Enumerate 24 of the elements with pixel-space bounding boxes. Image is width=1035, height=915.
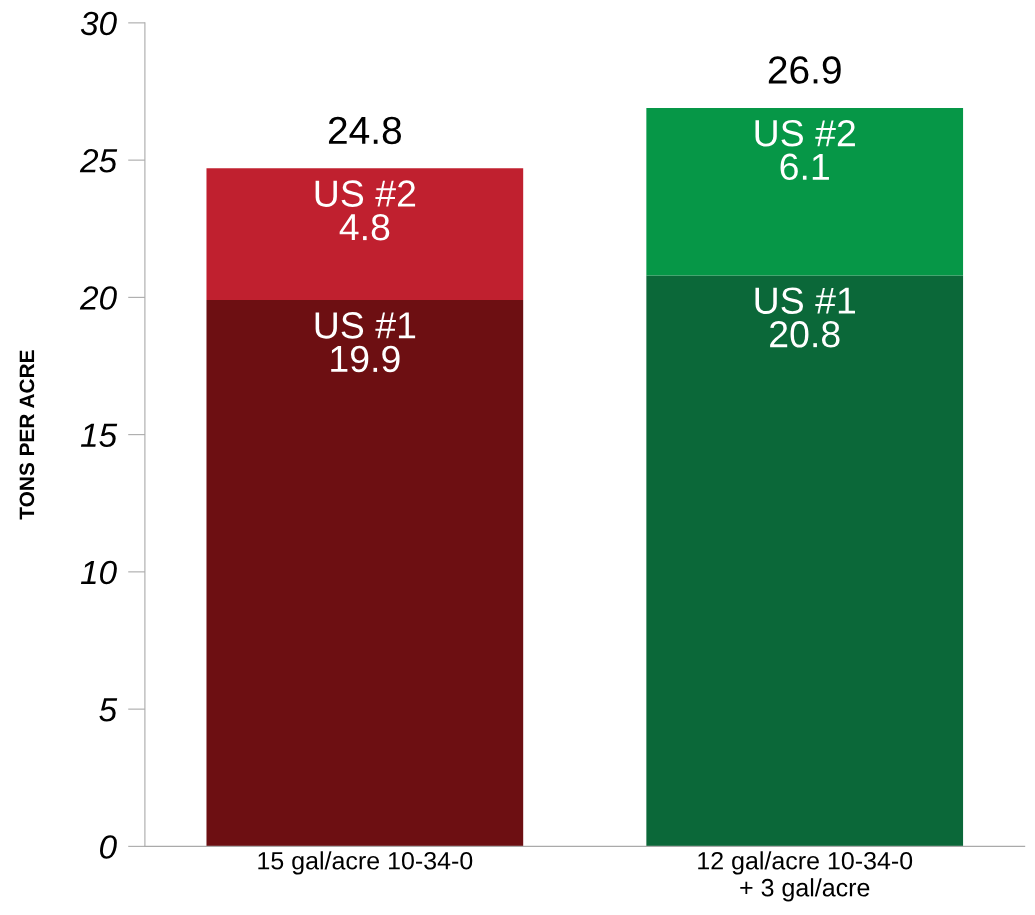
x-tick-label: 12 gal/acre 10-34-0 + 3 gal/acre (698, 851, 913, 902)
text: US #2 (755, 119, 855, 147)
series-label: US #2 (315, 180, 416, 207)
total-label: 24.8 (328, 116, 401, 145)
y-axis-title: TONS PER ACRE (19, 350, 35, 520)
data-label: 6.1 (780, 153, 829, 181)
y-tick-label: 0 (100, 835, 117, 859)
bar (646, 107, 964, 276)
data-label: 20.8 (770, 320, 840, 348)
bar (646, 275, 964, 847)
data-label: 19.9 (331, 345, 400, 373)
x-tick-label: 15 gal/acre 10-34-0 (258, 851, 473, 875)
bar (206, 168, 524, 301)
bar (206, 300, 524, 847)
y-tick-label: 25 (79, 148, 118, 173)
series-label: US #1 (315, 312, 416, 339)
y-tick-label: 10 (80, 560, 117, 585)
y-tick-label: 15 (80, 423, 118, 448)
y-tick-label: 20 (79, 286, 117, 310)
data-label: 4.8 (339, 213, 390, 241)
y-tick-label: 5 (99, 698, 118, 722)
total-label: 26.9 (768, 56, 841, 84)
y-tick-label: 30 (80, 11, 117, 36)
text: US #1 (755, 287, 855, 314)
